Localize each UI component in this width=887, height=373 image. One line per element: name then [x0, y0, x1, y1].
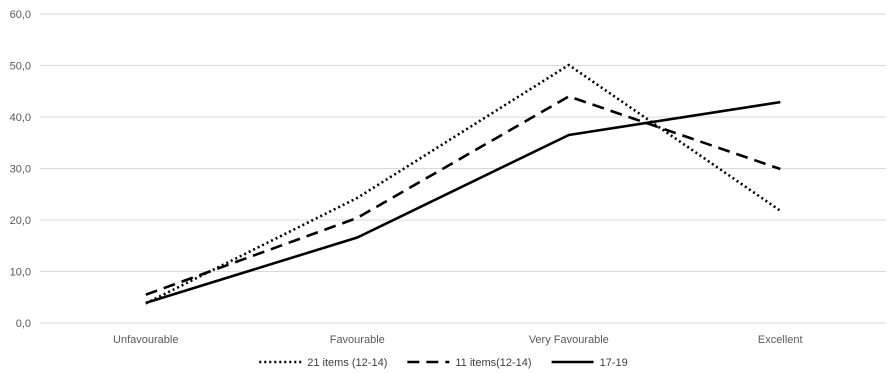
y-tick-label: 30,0 — [10, 164, 31, 176]
x-tick-label: Favourable — [330, 334, 385, 346]
legend-label-2: 17-19 — [600, 357, 628, 369]
x-tick-label: Unfavourable — [113, 334, 178, 346]
series-line-1 — [145, 95, 781, 296]
legend-label-0: 21 items (12-14) — [307, 357, 387, 369]
x-tick-label: Excellent — [758, 334, 803, 346]
legend: 21 items (12-14) 11 items(12-14) 17-19 — [259, 357, 628, 369]
y-tick-label: 50,0 — [10, 61, 31, 73]
series-line-0 — [145, 63, 782, 305]
y-tick-label: 20,0 — [10, 215, 31, 227]
x-tick-label: Very Favourable — [529, 334, 609, 346]
y-tick-label: 10,0 — [10, 267, 31, 279]
gridlines — [40, 13, 886, 324]
y-tick-label: 60,0 — [10, 9, 31, 21]
y-tick-label: 40,0 — [10, 112, 31, 124]
y-tick-label: 0,0 — [16, 318, 31, 330]
series-lines — [145, 63, 782, 305]
x-axis-ticks: Unfavourable Favourable Very Favourable Exc… — [113, 334, 803, 346]
series-line-2 — [145, 100, 781, 305]
legend-label-1: 11 items(12-14) — [455, 357, 531, 369]
y-axis-ticks: 0,0 10,0 20,0 30,0 40,0 50,0 60,0 — [10, 9, 31, 330]
